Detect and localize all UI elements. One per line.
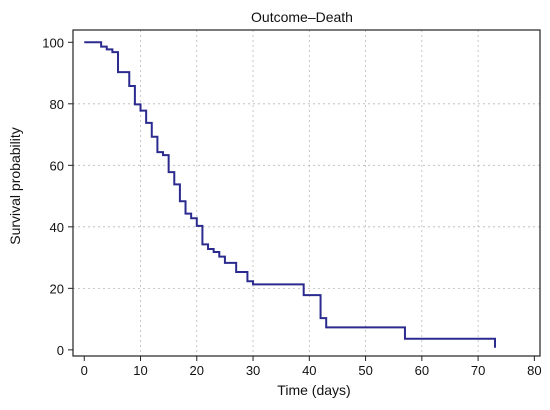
y-tick-label-0: 0 [57, 343, 64, 358]
x-tick-label-3: 30 [246, 363, 260, 378]
y-tick-label-3: 60 [50, 158, 64, 173]
y-tick-label-4: 80 [50, 97, 64, 112]
y-tick-label-1: 20 [50, 281, 64, 296]
x-tick-label-5: 50 [358, 363, 372, 378]
y-axis-label: Survival probability [7, 127, 23, 245]
y-tick-label-5: 100 [42, 35, 64, 50]
x-axis-label: Time (days) [277, 382, 350, 398]
y-tick-label-2: 40 [50, 220, 64, 235]
x-tick-label-6: 60 [415, 363, 429, 378]
x-tick-label-0: 0 [81, 363, 88, 378]
chart-title: Outcome–Death [251, 9, 353, 25]
survival-curve [84, 41, 496, 348]
tick-layer: 0 10 20 30 40 50 60 70 80 0 20 40 60 80 100 [42, 35, 541, 378]
x-tick-label-8: 80 [527, 363, 541, 378]
x-tick-label-1: 10 [133, 363, 147, 378]
x-tick-label-4: 40 [302, 363, 316, 378]
x-tick-label-2: 20 [190, 363, 204, 378]
x-tick-label-7: 70 [471, 363, 485, 378]
grid-layer [73, 30, 540, 356]
plot-frame [72, 29, 541, 357]
